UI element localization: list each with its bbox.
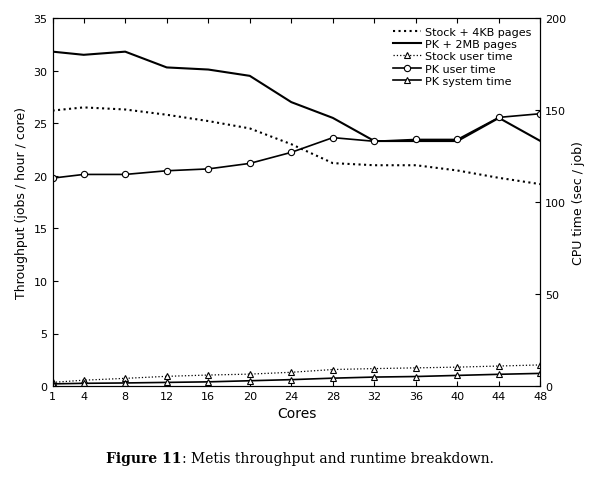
Stock user time [288, 370, 295, 376]
PK + 2MB pages [205, 67, 212, 73]
PK + 2MB pages [80, 53, 87, 59]
Stock + 4KB pages [371, 163, 378, 169]
PK system time [412, 374, 419, 379]
Stock + 4KB pages [496, 176, 503, 182]
Line: Stock user time: Stock user time [50, 363, 543, 385]
PK user time [537, 111, 544, 117]
Stock user time [122, 376, 129, 381]
Line: PK system time: PK system time [50, 371, 543, 387]
PK user time [163, 168, 170, 174]
PK + 2MB pages [329, 116, 337, 121]
PK + 2MB pages [49, 50, 56, 56]
PK + 2MB pages [537, 139, 544, 145]
PK system time [371, 375, 378, 380]
Stock + 4KB pages [454, 168, 461, 174]
Stock user time [329, 367, 337, 373]
Stock + 4KB pages [80, 105, 87, 111]
PK system time [496, 372, 503, 378]
Stock + 4KB pages [412, 163, 419, 169]
Y-axis label: CPU time (sec / job): CPU time (sec / job) [572, 141, 585, 264]
PK system time [288, 377, 295, 383]
PK + 2MB pages [122, 50, 129, 56]
Stock user time [537, 362, 544, 368]
Stock user time [412, 365, 419, 371]
Line: PK + 2MB pages: PK + 2MB pages [53, 53, 541, 142]
PK system time [246, 378, 253, 384]
PK user time [246, 161, 253, 167]
PK system time [163, 380, 170, 386]
Stock user time [371, 366, 378, 372]
PK + 2MB pages [496, 116, 503, 121]
PK + 2MB pages [454, 139, 461, 145]
X-axis label: Cores: Cores [277, 407, 316, 421]
Stock user time [205, 372, 212, 378]
PK system time [49, 381, 56, 387]
Y-axis label: Throughput (jobs / hour / core): Throughput (jobs / hour / core) [15, 107, 28, 299]
PK user time [205, 166, 212, 172]
Line: PK user time: PK user time [49, 111, 544, 182]
Stock + 4KB pages [246, 126, 253, 132]
PK system time [454, 373, 461, 378]
Stock user time [80, 378, 87, 383]
PK user time [329, 136, 337, 141]
PK + 2MB pages [288, 100, 295, 106]
PK system time [329, 376, 337, 381]
Stock user time [454, 364, 461, 370]
Stock + 4KB pages [122, 107, 129, 113]
Stock + 4KB pages [163, 113, 170, 119]
PK user time [496, 115, 503, 121]
PK system time [537, 371, 544, 377]
PK user time [288, 150, 295, 156]
PK system time [205, 379, 212, 385]
Stock + 4KB pages [329, 161, 337, 166]
PK + 2MB pages [163, 65, 170, 71]
PK + 2MB pages [412, 139, 419, 145]
PK user time [412, 137, 419, 143]
Stock user time [49, 380, 56, 386]
PK system time [122, 380, 129, 386]
Text: Figure 11: Figure 11 [106, 451, 182, 465]
Legend: Stock + 4KB pages, PK + 2MB pages, Stock user time, PK user time, PK system time: Stock + 4KB pages, PK + 2MB pages, Stock… [389, 25, 535, 90]
PK + 2MB pages [246, 74, 253, 79]
PK user time [80, 172, 87, 178]
Stock + 4KB pages [288, 142, 295, 148]
Line: Stock + 4KB pages: Stock + 4KB pages [53, 108, 541, 185]
Stock user time [496, 363, 503, 369]
Text: : Metis throughput and runtime breakdown.: : Metis throughput and runtime breakdown… [182, 451, 494, 465]
Stock + 4KB pages [49, 108, 56, 114]
PK user time [371, 139, 378, 145]
PK + 2MB pages [371, 139, 378, 145]
PK system time [80, 380, 87, 386]
PK user time [122, 172, 129, 178]
Stock + 4KB pages [537, 182, 544, 188]
Stock user time [246, 371, 253, 377]
PK user time [49, 176, 56, 182]
Stock + 4KB pages [205, 119, 212, 125]
PK user time [454, 137, 461, 143]
Stock user time [163, 374, 170, 379]
